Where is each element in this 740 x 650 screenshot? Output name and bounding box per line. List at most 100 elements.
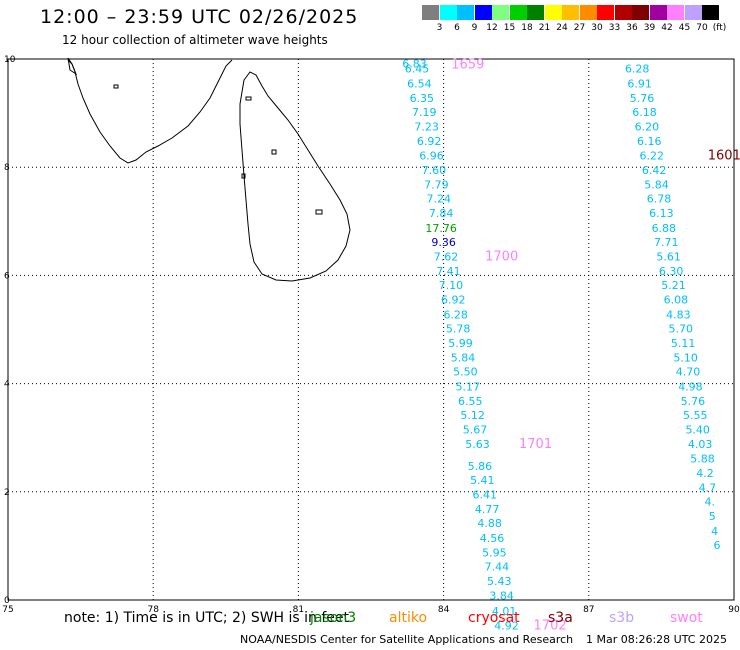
wave-height-value: 5.95 xyxy=(482,546,507,559)
wave-height-value: 4.03 xyxy=(688,438,713,451)
wave-height-value: 5.55 xyxy=(683,409,708,422)
colorbar-label: 18 xyxy=(521,23,533,33)
credit-line: NOAA/NESDIS Center for Satellite Applica… xyxy=(240,633,574,646)
colorbar-swatch xyxy=(544,5,562,20)
colorbar-swatch xyxy=(649,5,667,20)
wave-height-value: 5.43 xyxy=(487,575,512,588)
track-time-label: 1702 xyxy=(534,618,567,633)
colorbar-swatch xyxy=(702,5,719,20)
island-outline xyxy=(245,96,252,101)
colorbar-label: 3 xyxy=(436,23,443,33)
lon-tick-label: 78 xyxy=(147,605,159,615)
lon-tick-label: 75 xyxy=(2,605,13,615)
lat-tick-label: 2 xyxy=(4,488,10,498)
wave-height-value: 5.78 xyxy=(446,322,471,335)
wave-height-value: 7.23 xyxy=(414,121,439,134)
map-frame xyxy=(7,58,735,601)
wave-height-value: 6.08 xyxy=(664,294,689,307)
wave-height-value: 5.17 xyxy=(456,380,481,393)
wave-height-value: 5.88 xyxy=(690,452,715,465)
wave-height-value: 6.88 xyxy=(652,222,677,235)
colorbar-swatch xyxy=(474,5,492,20)
track-time-label: 1601 xyxy=(708,148,740,163)
page-subtitle: 12 hour collection of altimeter wave hei… xyxy=(62,33,328,47)
wave-height-value: 5.84 xyxy=(451,352,476,365)
island-outline xyxy=(67,57,78,76)
satellite-legend-swot: swot xyxy=(670,610,703,626)
wave-height-value: 6.92 xyxy=(441,294,466,307)
wave-height-value: 6.13 xyxy=(649,207,674,220)
colorbar-label: 27 xyxy=(573,23,586,33)
colorbar-swatch xyxy=(667,5,684,20)
wave-height-value: 4. xyxy=(705,496,716,509)
track-time-label: 1700 xyxy=(485,249,518,264)
track-time-label: 1659 xyxy=(451,57,484,72)
island-outline xyxy=(241,173,246,179)
colorbar-swatch xyxy=(492,5,509,20)
wave-height-value: 4.56 xyxy=(480,532,505,545)
colorbar-swatch xyxy=(422,5,439,20)
colorbar-swatch xyxy=(509,5,527,20)
satellite-legend-cryosat: cryosat xyxy=(468,610,520,626)
colorbar-swatch xyxy=(579,5,597,20)
wave-height-value: 7.19 xyxy=(412,106,437,119)
wave-height-value: 6.78 xyxy=(647,193,672,206)
page-title: 12:00 – 23:59 UTC 02/26/2025 xyxy=(40,6,359,28)
island-outline xyxy=(271,149,277,155)
wave-height-value: 7.71 xyxy=(654,236,679,249)
wave-height-value: 4.83 xyxy=(666,308,691,321)
colorbar-label: 39 xyxy=(643,23,656,33)
colorbar-swatch xyxy=(684,5,702,20)
colorbar-label: 21 xyxy=(538,23,551,33)
satellite-legend-s3a: s3a xyxy=(548,610,573,626)
wave-height-value: 6 xyxy=(714,539,721,552)
wave-height-value: 5.63 xyxy=(465,438,490,451)
lat-tick-label: 6 xyxy=(4,271,10,281)
wave-height-value: 6.96 xyxy=(419,149,444,162)
wave-height-value: 7.60 xyxy=(422,164,447,177)
satellite-legend-jason3: jason3 xyxy=(310,610,357,626)
wave-height-value: 9.36 xyxy=(431,236,456,249)
colorbar-label: 15 xyxy=(503,23,516,33)
wave-height-value: 4.01 xyxy=(492,605,517,618)
wave-height-value: 17.76 xyxy=(425,222,457,235)
wave-height-value: 5 xyxy=(709,510,716,523)
wave-height-value: 6.41 xyxy=(472,489,497,502)
wave-height-value: 5.61 xyxy=(656,250,681,263)
colorbar-label: 36 xyxy=(626,23,638,33)
wave-height-value: 5.21 xyxy=(661,279,686,292)
wave-height-value: 7.10 xyxy=(439,279,464,292)
colorbar-label: 33 xyxy=(608,23,621,33)
colorbar-label: 45 xyxy=(678,23,691,33)
wave-height-value: 4.7 xyxy=(699,481,717,494)
wave-height-value: 5.76 xyxy=(630,92,655,105)
colorbar-swatch xyxy=(632,5,649,20)
lon-tick-label: 90 xyxy=(728,605,740,615)
wave-height-value: 6.28 xyxy=(443,308,468,321)
colorbar-swatch xyxy=(614,5,632,20)
colorbar-label: 70 xyxy=(696,23,708,33)
timestamp: 1 Mar 08:26:28 UTC 2025 xyxy=(586,633,727,646)
wave-height-value: 5.84 xyxy=(644,179,669,192)
wave-height-value: 6.16 xyxy=(637,135,662,148)
lat-tick-label: 10 xyxy=(4,55,16,65)
wave-height-value: 6.92 xyxy=(417,135,442,148)
wave-height-value: 7.62 xyxy=(434,250,459,263)
wave-height-value: 7.84 xyxy=(429,207,454,220)
colorbar-label: 9 xyxy=(471,23,478,33)
colorbar-swatch xyxy=(439,5,457,20)
wave-height-value: 5.86 xyxy=(468,460,493,473)
wave-height-value: 6.83 xyxy=(402,57,427,70)
wave-height-value: 4.70 xyxy=(676,366,701,379)
wave-height-value: 5.12 xyxy=(460,409,485,422)
wave-height-value: 7.24 xyxy=(427,193,452,206)
colorbar-label: 6 xyxy=(454,23,460,33)
colorbar-label: 42 xyxy=(661,23,673,33)
wave-height-value: 7.41 xyxy=(436,265,461,278)
colorbar-label: 24 xyxy=(556,23,568,33)
lon-tick-label: 81 xyxy=(293,605,304,615)
wave-height-value: 4.2 xyxy=(696,467,714,480)
wave-height-value: 4 xyxy=(711,525,718,538)
wave-height-value: 6.22 xyxy=(639,149,664,162)
